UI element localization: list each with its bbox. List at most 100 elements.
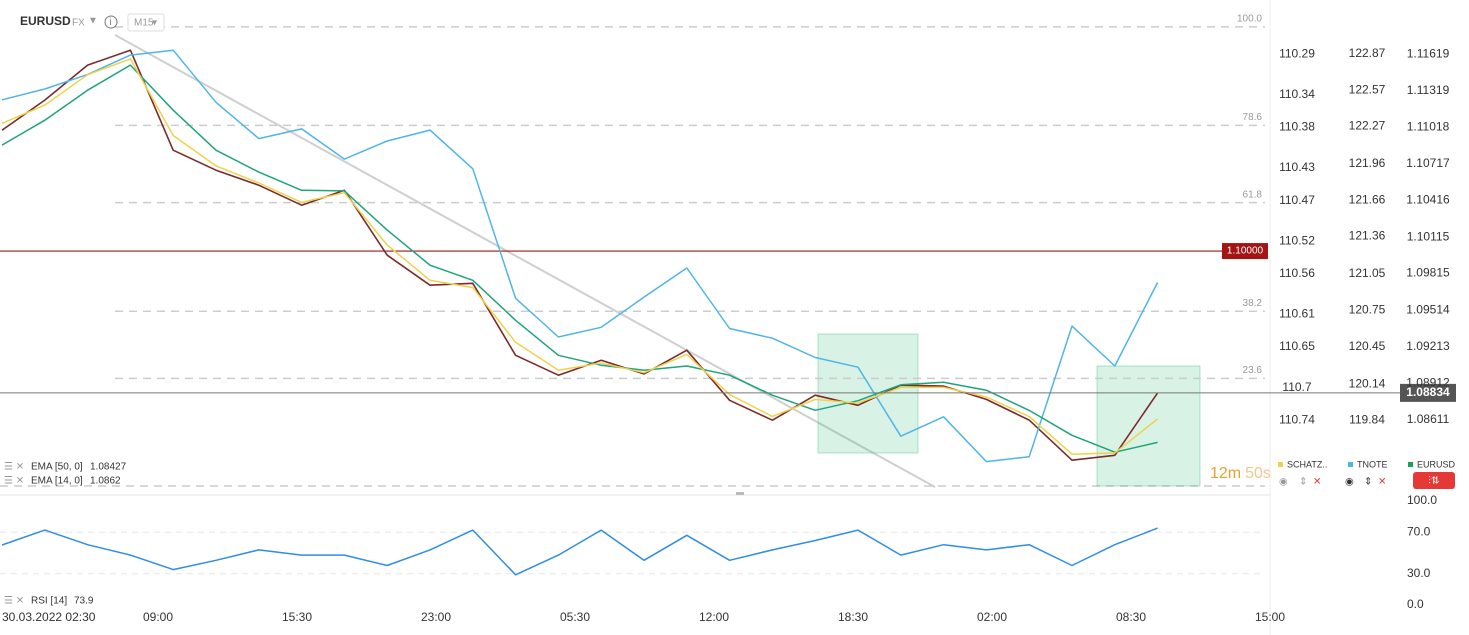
y-tick-label: 100.0 [1407,493,1437,507]
x-tick-label: 09:00 [143,610,173,624]
y-tick-label: 70.0 [1407,524,1431,538]
y-tick-label: 122.57 [1349,82,1386,96]
remove-icon[interactable]: ✕ [1378,477,1386,488]
y-tick-label: 110.61 [1279,307,1315,321]
y-tick-label: 110.34 [1279,87,1315,101]
indicator-name: RSI [14] [31,596,67,607]
interval-button[interactable] [127,13,165,32]
x-tick-label: 05:30 [560,610,590,624]
trade-button[interactable] [1413,472,1455,489]
current-price-label: 1.08834 [1406,385,1450,399]
indicator-value: 1.08427 [90,462,127,473]
y-tick-label: 1.10115 [1407,229,1450,243]
market: FX [72,18,85,29]
y-tick-label: 110.38 [1279,120,1315,134]
y-tick-label: 1.11619 [1407,46,1450,60]
indicator-icons: ☰ ✕ [4,476,24,487]
legend-swatch [1408,462,1413,467]
legend-swatch [1348,462,1353,467]
y-tick-label: 122.87 [1349,46,1386,60]
y-tick-label: 122.27 [1349,119,1386,133]
series-line [1,527,1158,576]
y-tick-label: 1.08611 [1407,412,1450,426]
y-tick-label: 1.11319 [1407,83,1450,97]
dropdown-icon[interactable]: ▼ [88,16,98,27]
y-tick-label: 110.43 [1279,160,1315,174]
timer-minutes: 12m [1210,465,1241,482]
fib-level-label: 100.0 [1237,14,1262,25]
alert-tag [1222,243,1268,260]
y-tick-label: 110.56 [1279,266,1315,280]
y-tick-label: 1.10717 [1406,156,1450,170]
y-tick-label: 1.11018 [1407,119,1450,133]
interval: M15 [134,18,154,29]
y-tick-label: 1.10416 [1406,193,1450,207]
trend-line[interactable] [114,34,936,488]
series-line [1,64,1158,453]
timer-seconds: 50s [1245,465,1271,482]
x-tick-label: 23:00 [421,610,451,624]
y-tick-label: 0.0 [1407,597,1424,611]
indicator-value: 73.9 [74,596,94,607]
info-icon[interactable] [104,15,118,29]
y-tick-label: 110.52 [1279,233,1315,247]
y-tick-label: 121.05 [1349,266,1386,280]
interval-caret: ▾ [152,18,157,29]
y-tick-label: 1.09514 [1406,302,1450,316]
indicator-value: 1.0862 [90,476,121,487]
y-tick-label: 1.08912 [1406,376,1450,390]
y-tick-label: 110.65 [1279,339,1315,353]
indicator-name: EMA [14, 0] [31,476,83,487]
y-tick-label: 121.96 [1349,156,1386,170]
x-tick-label: 18:30 [838,610,868,624]
rectangle-drawing[interactable] [817,333,919,454]
trade-icon: ⫶⇅ [1428,476,1441,487]
info-icon-glyph: i [110,17,112,28]
series-line [1,58,1159,455]
move-icon[interactable]: ⇕ [1299,477,1307,488]
symbol[interactable]: EURUSD [20,14,71,28]
legend-label: SCHATZ.. [1287,459,1327,469]
legend-label: EURUSD [1417,459,1456,469]
y-tick-label: 121.66 [1349,192,1386,206]
indicator-name: EMA [50, 0] [31,462,83,473]
y-tick-label: 119.84 [1349,413,1385,427]
y-tick-label: 120.14 [1349,376,1386,390]
y-tick-label: 1.09815 [1406,266,1450,280]
candle-timer: 12m 50s [1210,465,1271,482]
fib-level-label: 38.2 [1243,298,1263,309]
current-price-tag [1400,383,1456,402]
x-tick-label: 15:30 [282,610,312,624]
x-tick-label: 30.03.2022 02:30 [2,610,96,624]
y-tick-label: 110.7 [1282,380,1311,394]
y-tick-label: 110.74 [1279,412,1315,426]
remove-icon[interactable]: ✕ [1313,477,1321,488]
fib-level-label: 61.8 [1243,189,1263,200]
y-tick-label: 120.45 [1349,339,1386,353]
x-tick-label: 12:00 [699,610,729,624]
move-icon[interactable]: ⇕ [1364,477,1372,488]
y-tick-label: 110.29 [1279,46,1315,60]
series-line [1,49,1159,463]
eye-icon[interactable]: ◉ [1279,477,1288,488]
x-tick-label: 02:00 [977,610,1007,624]
plot-layer [0,26,1265,576]
x-tick-label: 08:30 [1116,610,1146,624]
indicator-icons: ☰ ✕ [4,596,24,607]
fib-level-label: 23.6 [1243,365,1263,376]
y-tick-label: 30.0 [1407,566,1431,580]
y-tick-label: 120.75 [1349,303,1386,317]
pane-resizer[interactable] [736,492,744,495]
legend-label: TNOTE [1357,459,1388,469]
indicator-icons: ☰ ✕ [4,462,24,473]
y-tick-label: 1.09213 [1406,339,1450,353]
x-tick-label: 15:00 [1255,610,1285,624]
alert-label: 1.10000 [1227,246,1264,257]
y-tick-label: 121.36 [1349,229,1386,243]
legend-swatch [1278,462,1283,467]
fib-level-label: 78.6 [1243,112,1263,123]
y-tick-label: 110.47 [1279,193,1315,207]
eye-icon[interactable]: ◉ [1345,477,1354,488]
